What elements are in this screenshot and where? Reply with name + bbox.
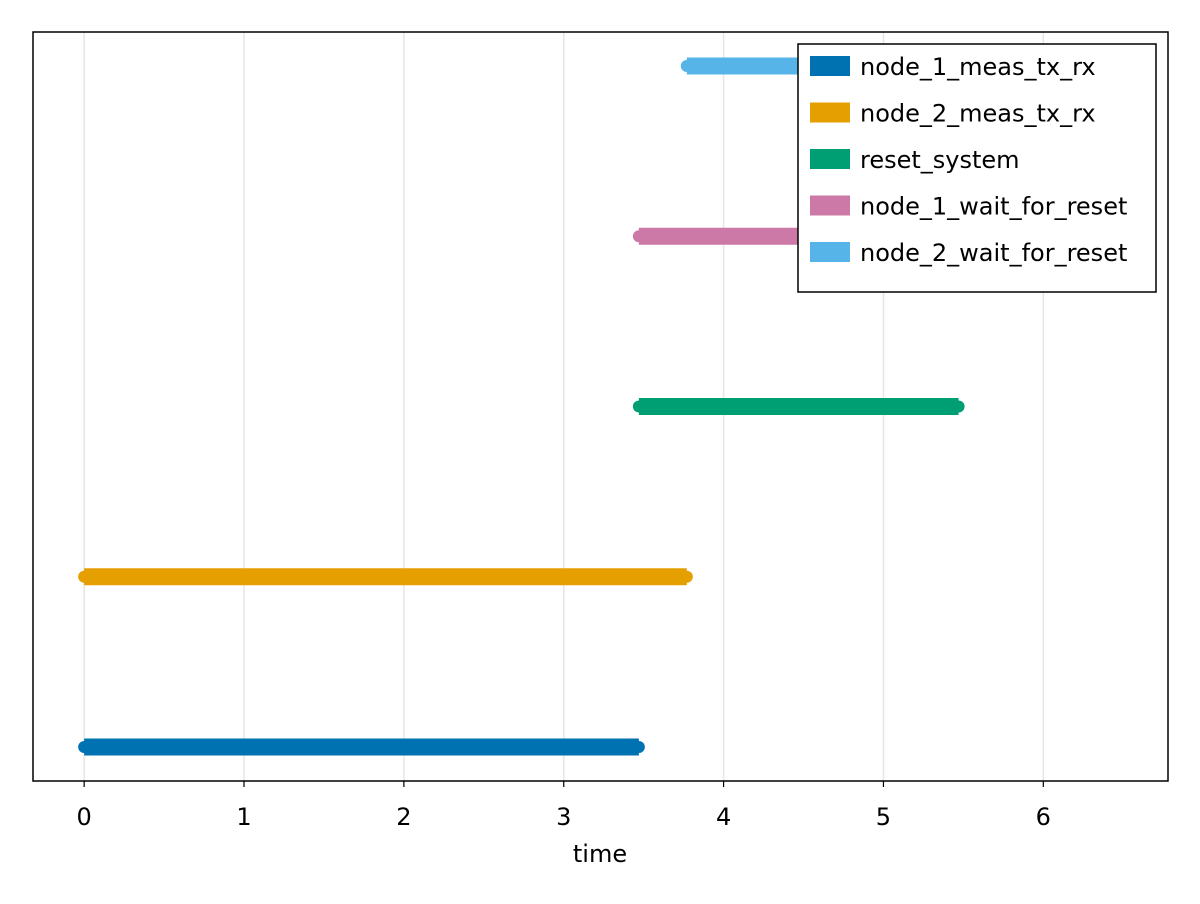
x-tick-label-3: 3: [556, 803, 571, 831]
x-tick-label-5: 5: [876, 803, 891, 831]
x-tick-label-0: 0: [77, 803, 92, 831]
legend-label-node_1_meas_tx_rx: node_1_meas_tx_rx: [860, 53, 1096, 81]
bar-node_2_meas_tx_rx: [78, 568, 693, 586]
bar-start-marker-node_2_wait_for_reset: [680, 60, 693, 72]
plot-frame: [32, 31, 1169, 782]
bar-node_1_meas_tx_rx: [78, 738, 645, 756]
x-axis-label: time: [573, 840, 627, 868]
legend-label-node_2_wait_for_reset: node_2_wait_for_reset: [860, 239, 1127, 267]
bar-start-marker-node_1_wait_for_reset: [632, 230, 645, 243]
legend: node_1_meas_tx_rx node_2_meas_tx_rx reset_…: [797, 43, 1157, 293]
bar-start-marker-reset_system: [632, 400, 645, 413]
x-tick-label-6: 6: [1036, 803, 1051, 831]
bar-reset_system: [632, 398, 965, 415]
legend-swatch-node_2_meas_tx_rx: [810, 102, 850, 123]
legend-box: [797, 43, 1157, 293]
bar-body-node_2_meas_tx_rx: [84, 568, 687, 586]
legend-swatch-node_2_wait_for_reset: [810, 242, 850, 262]
legend-swatch-reset_system: [810, 149, 850, 169]
x-axis-ticks: 0 1 2 3 4 5 6: [77, 781, 1051, 831]
legend-swatch-node_1_wait_for_reset: [810, 195, 850, 216]
x-tick-label-2: 2: [396, 803, 411, 831]
bar-end-marker-reset_system: [952, 400, 965, 413]
legend-label-reset_system: reset_system: [860, 146, 1020, 174]
x-tick-label-1: 1: [236, 803, 251, 831]
legend-label-node_2_meas_tx_rx: node_2_meas_tx_rx: [860, 100, 1096, 128]
bar-end-marker-node_2_meas_tx_rx: [680, 570, 693, 583]
legend-label-node_1_wait_for_reset: node_1_wait_for_reset: [860, 193, 1127, 221]
x-tick-label-4: 4: [716, 803, 731, 831]
bar-start-marker-node_1_meas_tx_rx: [78, 741, 91, 753]
bar-start-marker-node_2_meas_tx_rx: [78, 570, 91, 583]
legend-swatch-node_1_meas_tx_rx: [810, 56, 850, 76]
bar-end-marker-node_1_meas_tx_rx: [632, 741, 645, 753]
bar-body-node_1_meas_tx_rx: [84, 738, 639, 756]
bar-body-reset_system: [638, 398, 959, 415]
